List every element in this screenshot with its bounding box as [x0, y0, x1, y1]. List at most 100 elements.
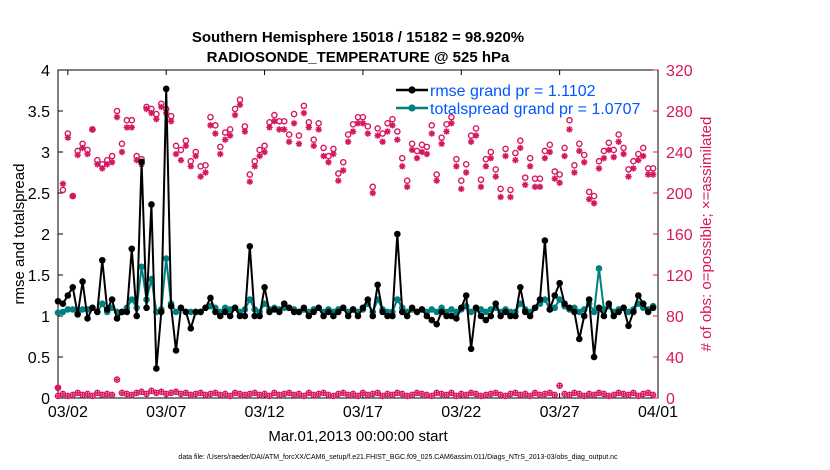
obs-possible-point: [526, 154, 534, 162]
rmse-point: [408, 304, 416, 312]
obs-bottom-assimilated-point: [453, 392, 460, 399]
obs-bottom-assimilated-point: [522, 390, 529, 397]
y-right-tick-label: 0: [666, 391, 675, 408]
rmse-point: [138, 158, 145, 166]
obs-possible-point: [507, 186, 514, 194]
obs-assimilated-point: [576, 147, 583, 155]
rmse-point: [118, 308, 126, 316]
obs-possible-point: [541, 147, 549, 155]
rmse-point: [630, 308, 637, 316]
obs-bottom-assimilated-point: [109, 391, 116, 398]
x-tick-label: 03/12: [245, 404, 285, 421]
obs-assimilated-point: [108, 159, 116, 166]
rmse-point: [359, 304, 367, 312]
rmse-point: [344, 312, 352, 320]
obs-possible-point: [516, 137, 524, 145]
obs-assimilated-point: [615, 138, 622, 145]
rmse-point: [64, 292, 72, 299]
obs-assimilated-point: [64, 134, 72, 141]
rmse-point: [516, 284, 524, 291]
obs-possible-point: [639, 144, 647, 152]
obs-assimilated-point: [605, 146, 613, 154]
obs-assimilated-point: [118, 148, 126, 156]
obs-possible-point: [576, 140, 583, 148]
rmse-point: [605, 300, 613, 308]
obs-bottom-assimilated-point: [502, 392, 509, 399]
rmse-point: [482, 316, 490, 324]
rmse-point: [69, 284, 77, 291]
obs-assimilated-point: [222, 136, 229, 143]
rmse-point: [251, 312, 259, 320]
obs-assimilated-point: [502, 152, 509, 160]
rmse-point: [202, 304, 209, 312]
y-left-tick-label: 2: [41, 227, 50, 244]
rmse-point: [615, 308, 622, 316]
obs-assimilated-point: [379, 138, 386, 145]
obs-possible-point: [521, 174, 529, 181]
rmse-point: [207, 294, 214, 302]
obs-possible-point: [320, 144, 327, 152]
obs-assimilated-point: [276, 126, 283, 133]
obs-possible-point: [369, 183, 377, 191]
obs-assimilated-point: [271, 118, 278, 125]
rmse-point: [448, 312, 455, 320]
obs-assimilated-point: [261, 148, 268, 156]
obs-assimilated-point: [113, 113, 121, 121]
rmse-point: [580, 312, 588, 320]
obs-possible-point: [546, 141, 554, 149]
obs-possible-point: [595, 157, 603, 165]
obs-possible-point: [630, 157, 637, 165]
legend: rmse grand pr = 1.1102 totalspread grand…: [396, 83, 640, 118]
rmse-point: [256, 312, 263, 320]
rmse-point: [320, 312, 327, 320]
obs-assimilated-point: [526, 163, 534, 170]
rmse-point: [187, 325, 195, 332]
totalspread-point: [433, 308, 440, 316]
obs-bottom-assimilated-point: [399, 390, 406, 397]
obs-bottom-assimilated-point: [576, 390, 583, 397]
rmse-point: [502, 308, 509, 316]
obs-assimilated-point: [310, 142, 317, 150]
obs-assimilated-point: [467, 138, 475, 145]
totalspread-point: [394, 296, 401, 303]
legend-rmse-marker: [408, 86, 416, 94]
totalspread-point: [64, 306, 72, 313]
obs-bottom-assimilated-point: [546, 389, 553, 396]
obs-assimilated-point: [182, 142, 190, 150]
obs-possible-point: [300, 102, 308, 110]
obs-bottom-assimilated-point: [128, 391, 135, 398]
rmse-point: [143, 304, 150, 312]
obs-possible-point: [580, 151, 588, 159]
obs-bottom-assimilated-point: [650, 391, 657, 398]
rmse-point: [364, 296, 372, 303]
rmse-point: [561, 300, 568, 308]
obs-bottom-assimilated-point: [473, 390, 480, 397]
obs-bottom-assimilated-point: [286, 389, 293, 396]
obs-possible-point: [487, 148, 495, 156]
rmse-point: [212, 308, 219, 316]
obs-assimilated-point: [600, 154, 608, 162]
obs-possible-point: [315, 120, 322, 127]
obs-bottom-assimilated-point: [182, 389, 189, 396]
rmse-point: [507, 312, 514, 320]
obs-bottom-assimilated-point: [463, 391, 470, 398]
obs-assimilated-point: [359, 120, 367, 127]
rmse-point: [541, 237, 549, 244]
obs-possible-point: [59, 186, 67, 194]
obs-assimilated-point: [403, 183, 411, 191]
rmse-point: [89, 304, 96, 312]
obs-assimilated-point: [610, 153, 617, 161]
obs-bottom-assimilated-point: [600, 390, 607, 397]
obs-possible-point: [462, 160, 470, 168]
rmse-point: [310, 308, 318, 316]
obs-possible-point: [261, 142, 268, 150]
totalspread-point: [246, 296, 254, 303]
obs-assimilated-point: [590, 200, 598, 207]
rmse-point: [453, 315, 460, 322]
x-tick-label: 03/27: [540, 404, 580, 421]
obs-possible-point: [556, 171, 563, 178]
rmse-point: [192, 308, 200, 316]
obs-assimilated-point: [320, 152, 327, 160]
obs-assimilated-point: [123, 124, 131, 131]
